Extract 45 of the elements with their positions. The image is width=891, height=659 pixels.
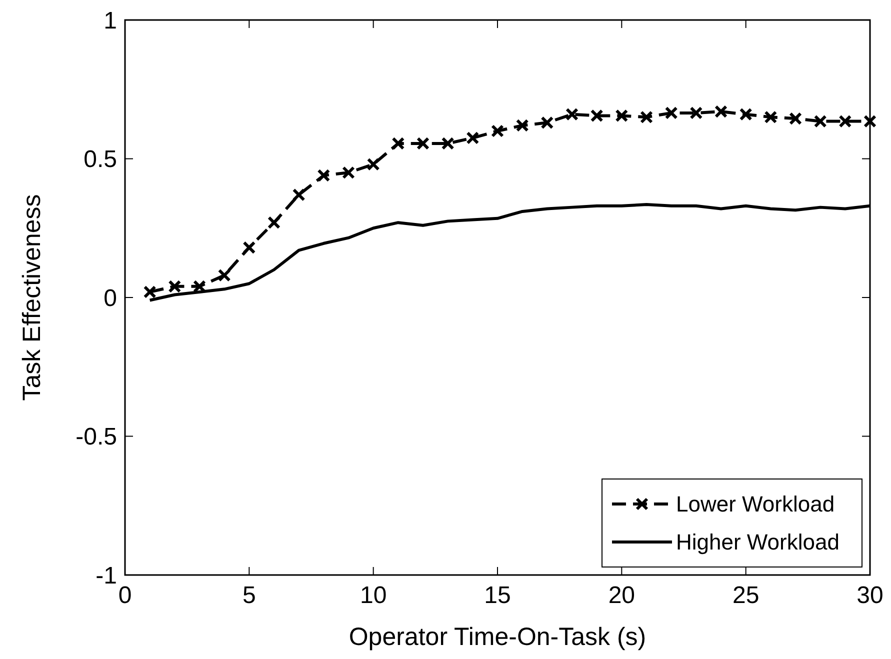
- x-axis-title: Operator Time-On-Task (s): [348, 623, 646, 651]
- point: [789, 112, 802, 126]
- x-tick-label: 10: [360, 582, 387, 609]
- point: [392, 136, 405, 150]
- point: [342, 166, 355, 180]
- point: [540, 116, 554, 130]
- point: [242, 241, 256, 254]
- y-tick-label: -1: [96, 562, 117, 590]
- point: [218, 268, 231, 282]
- point: [814, 114, 827, 128]
- point: [714, 105, 728, 118]
- point: [615, 109, 628, 122]
- point: [193, 280, 206, 293]
- legend-label: Higher Workload: [676, 530, 840, 555]
- point: [416, 136, 430, 150]
- point: [366, 158, 380, 171]
- x-tick-label: 30: [856, 582, 884, 609]
- point: [566, 108, 578, 121]
- point: [268, 216, 280, 230]
- point: [838, 114, 852, 128]
- point: [690, 106, 703, 120]
- x-tick-label: 25: [732, 582, 760, 609]
- point: [664, 106, 678, 120]
- y-axis-title: Task Effectiveness: [18, 194, 46, 401]
- point: [466, 131, 480, 144]
- point: [590, 109, 604, 122]
- point: [516, 118, 529, 132]
- point: [317, 168, 330, 182]
- point: [168, 280, 182, 293]
- x-tick-label: 15: [484, 582, 511, 609]
- point: [441, 136, 454, 150]
- point: [143, 285, 156, 298]
- point: [764, 110, 778, 124]
- y-tick-label: 0.5: [84, 146, 117, 174]
- y-tick-label: -0.5: [76, 424, 117, 451]
- x-tick-label: 5: [242, 582, 256, 609]
- point: [739, 108, 752, 121]
- point: [491, 124, 504, 138]
- legend-label: Lower Workload: [676, 492, 835, 517]
- point: [864, 114, 876, 128]
- y-tick-label: 1: [104, 7, 117, 34]
- x-tick-label: 20: [608, 582, 636, 609]
- point: [640, 110, 653, 124]
- y-tick-label: 0: [104, 284, 117, 312]
- point: [292, 188, 306, 202]
